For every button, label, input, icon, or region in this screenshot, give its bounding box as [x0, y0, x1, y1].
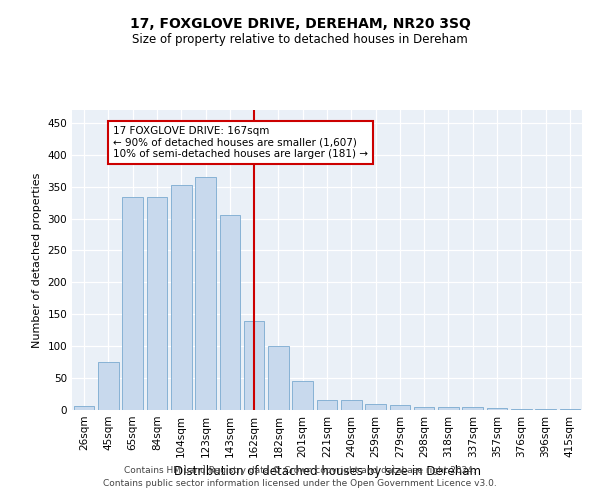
Text: 17 FOXGLOVE DRIVE: 167sqm
← 90% of detached houses are smaller (1,607)
10% of se: 17 FOXGLOVE DRIVE: 167sqm ← 90% of detac… — [113, 126, 368, 159]
Text: 17, FOXGLOVE DRIVE, DEREHAM, NR20 3SQ: 17, FOXGLOVE DRIVE, DEREHAM, NR20 3SQ — [130, 18, 470, 32]
X-axis label: Distribution of detached houses by size in Dereham: Distribution of detached houses by size … — [173, 466, 481, 478]
Bar — [244, 320, 265, 410]
Bar — [171, 186, 191, 410]
Bar — [560, 408, 580, 410]
Bar — [98, 362, 119, 410]
Bar — [365, 404, 386, 410]
Bar — [341, 400, 362, 410]
Bar — [74, 406, 94, 410]
Bar — [463, 408, 483, 410]
Bar — [195, 177, 216, 410]
Bar — [122, 198, 143, 410]
Bar — [220, 216, 240, 410]
Text: Contains HM Land Registry data © Crown copyright and database right 2024.
Contai: Contains HM Land Registry data © Crown c… — [103, 466, 497, 487]
Y-axis label: Number of detached properties: Number of detached properties — [32, 172, 42, 348]
Bar — [535, 408, 556, 410]
Bar — [511, 408, 532, 410]
Text: Size of property relative to detached houses in Dereham: Size of property relative to detached ho… — [132, 32, 468, 46]
Bar — [292, 382, 313, 410]
Bar — [317, 400, 337, 410]
Bar — [146, 198, 167, 410]
Bar — [389, 405, 410, 410]
Bar — [438, 407, 459, 410]
Bar — [414, 407, 434, 410]
Bar — [487, 408, 508, 410]
Bar — [268, 346, 289, 410]
